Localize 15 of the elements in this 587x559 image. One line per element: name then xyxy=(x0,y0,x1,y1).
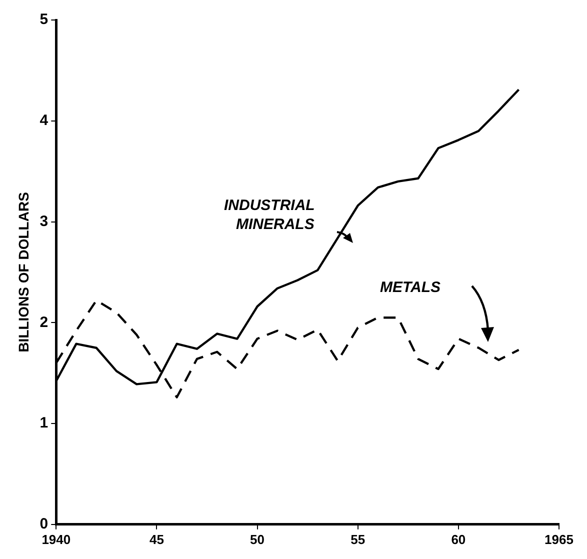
y-tick-label: 1 xyxy=(40,414,48,432)
series-label: INDUSTRIAL MINERALS xyxy=(224,197,315,234)
y-tick-label: 3 xyxy=(40,212,48,230)
x-tick-label: 50 xyxy=(250,532,265,547)
x-tick-label: 55 xyxy=(350,532,366,547)
y-tick-label: 0 xyxy=(40,516,48,533)
x-tick-label: 60 xyxy=(451,532,466,547)
y-tick-label: 5 xyxy=(40,11,48,28)
y-tick-label: 4 xyxy=(40,112,49,130)
y-axis-title: BILLIONS OF DOLLARS xyxy=(15,192,32,352)
series-label: METALS xyxy=(380,279,441,296)
x-tick-label: 45 xyxy=(149,532,164,547)
y-tick-label: 2 xyxy=(40,314,48,331)
x-tick-label: 1965 xyxy=(544,532,574,547)
x-tick-label: 1940 xyxy=(42,532,71,547)
